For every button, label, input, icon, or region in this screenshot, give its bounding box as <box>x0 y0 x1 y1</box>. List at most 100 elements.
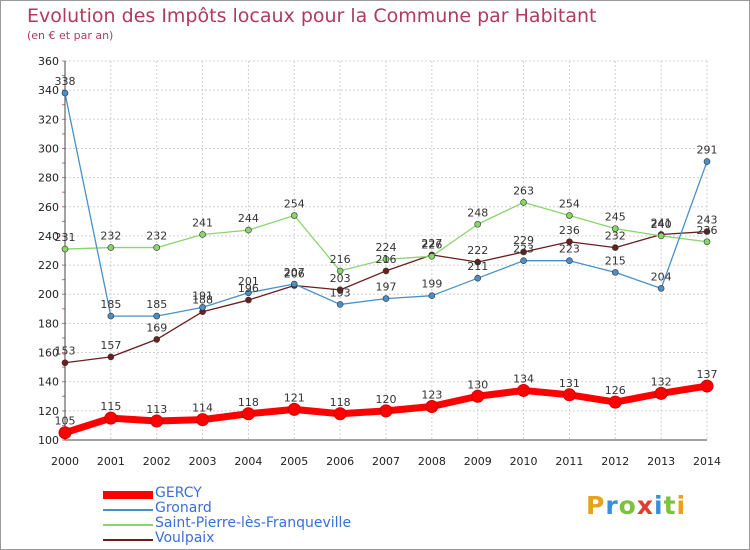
point-gronard <box>290 280 298 288</box>
point-saint-pierre-l-s-franqueville <box>153 244 161 251</box>
x-tick-label: 2011 <box>555 455 583 468</box>
x-tick-label: 2002 <box>143 455 171 468</box>
data-label-saint-pierre-l-s-franqueville: 254 <box>559 198 580 211</box>
logo-letter: i <box>654 491 664 520</box>
data-label-gercy: 120 <box>376 393 397 406</box>
legend: GERCY Gronard Saint-Pierre-lès-Franquevill… <box>103 485 433 547</box>
y-tick-label: 340 <box>38 84 59 97</box>
x-tick-label: 2013 <box>647 455 675 468</box>
chart-title: Evolution des Impôts locaux pour la Comm… <box>27 5 597 27</box>
x-tick-label: 2001 <box>97 455 125 468</box>
y-tick-label: 200 <box>38 288 59 301</box>
point-gercy <box>333 407 347 421</box>
point-gercy <box>608 395 622 409</box>
data-label-saint-pierre-l-s-franqueville: 232 <box>146 230 167 243</box>
point-voulpaix <box>703 228 711 235</box>
data-label-saint-pierre-l-s-franqueville: 232 <box>100 230 121 243</box>
point-gronard <box>336 301 344 308</box>
data-label-gercy: 132 <box>651 375 672 388</box>
x-tick-label: 2005 <box>280 455 308 468</box>
data-label-voulpaix: 169 <box>146 321 167 334</box>
point-gronard <box>566 257 573 265</box>
data-label-voulpaix: 188 <box>192 294 213 307</box>
x-tick-label: 2004 <box>234 455 262 468</box>
point-gercy <box>425 399 439 413</box>
point-gercy <box>241 407 255 421</box>
data-label-gronard: 207 <box>284 266 305 279</box>
data-label-saint-pierre-l-s-franqueville: 241 <box>192 216 213 229</box>
y-tick-label: 260 <box>38 201 59 214</box>
data-label-gronard: 223 <box>559 243 580 256</box>
data-label-gercy: 118 <box>330 396 351 409</box>
point-saint-pierre-l-s-franqueville <box>61 245 69 253</box>
data-label-gronard: 199 <box>421 278 442 291</box>
data-label-saint-pierre-l-s-franqueville: 226 <box>421 238 442 251</box>
data-label-gercy: 126 <box>605 384 626 397</box>
data-label-gercy: 105 <box>55 415 76 428</box>
data-label-voulpaix: 196 <box>238 282 259 295</box>
point-gronard <box>657 285 665 292</box>
point-voulpaix <box>245 296 252 304</box>
point-gercy <box>379 404 393 418</box>
point-saint-pierre-l-s-franqueville <box>199 231 206 238</box>
logo-letter: r <box>605 491 619 520</box>
point-gronard <box>382 295 390 302</box>
point-saint-pierre-l-s-franqueville <box>657 232 665 240</box>
point-gercy <box>104 411 118 425</box>
data-label-gronard: 185 <box>146 298 167 311</box>
data-label-saint-pierre-l-s-franqueville: 244 <box>238 212 259 225</box>
legend-label: Voulpaix <box>155 530 215 546</box>
logo-letter: i <box>676 491 687 520</box>
point-voulpaix <box>336 286 344 294</box>
y-tick-label: 220 <box>38 259 59 272</box>
data-label-voulpaix: 222 <box>467 244 488 257</box>
data-label-gercy: 131 <box>559 377 580 390</box>
data-label-saint-pierre-l-s-franqueville: 248 <box>467 206 488 219</box>
legend-label: Gronard <box>155 500 212 516</box>
data-label-gronard: 204 <box>651 270 672 283</box>
x-tick-label: 2009 <box>464 455 492 468</box>
data-label-gercy: 118 <box>238 396 259 409</box>
point-gronard <box>611 269 619 276</box>
point-gercy <box>471 389 485 403</box>
x-tick-label: 2008 <box>418 455 446 468</box>
chart-subtitle: (en € et par an) <box>27 29 114 42</box>
y-tick-label: 300 <box>38 142 59 155</box>
point-gronard <box>703 158 711 165</box>
x-tick-label: 2000 <box>51 455 79 468</box>
point-voulpaix <box>611 244 619 251</box>
point-voulpaix <box>61 359 69 367</box>
legend-swatch <box>103 539 153 541</box>
logo-letter: t <box>663 491 677 520</box>
y-tick-label: 100 <box>38 434 59 447</box>
y-tick-label: 120 <box>38 405 59 418</box>
point-gercy <box>562 388 576 402</box>
point-saint-pierre-l-s-franqueville <box>703 238 711 246</box>
legend-label: Saint-Pierre-lès-Franqueville <box>155 515 352 531</box>
data-label-voulpaix: 227 <box>421 237 442 250</box>
point-gronard <box>153 312 161 320</box>
point-gercy <box>517 383 531 397</box>
data-label-gercy: 134 <box>513 372 534 385</box>
data-label-voulpaix: 241 <box>651 216 672 229</box>
logo-letter: x <box>636 491 654 520</box>
data-label-gronard: 338 <box>55 75 76 88</box>
data-label-gercy: 114 <box>192 402 213 415</box>
point-gronard <box>428 292 436 299</box>
y-tick-label: 360 <box>38 55 59 68</box>
data-label-gercy: 137 <box>697 368 718 381</box>
y-tick-label: 240 <box>38 230 59 243</box>
legend-swatch <box>103 509 153 511</box>
x-tick-label: 2003 <box>189 455 217 468</box>
point-gronard <box>474 274 482 282</box>
point-gercy <box>654 386 668 400</box>
proxiti-logo: Proxiti <box>586 491 686 520</box>
data-label-voulpaix: 232 <box>605 230 626 243</box>
point-gercy <box>196 413 210 427</box>
data-label-gronard: 201 <box>238 275 259 288</box>
legend-label: GERCY <box>155 485 202 501</box>
legend-item: Gronard <box>103 500 433 517</box>
data-label-saint-pierre-l-s-franqueville: 263 <box>513 184 534 197</box>
